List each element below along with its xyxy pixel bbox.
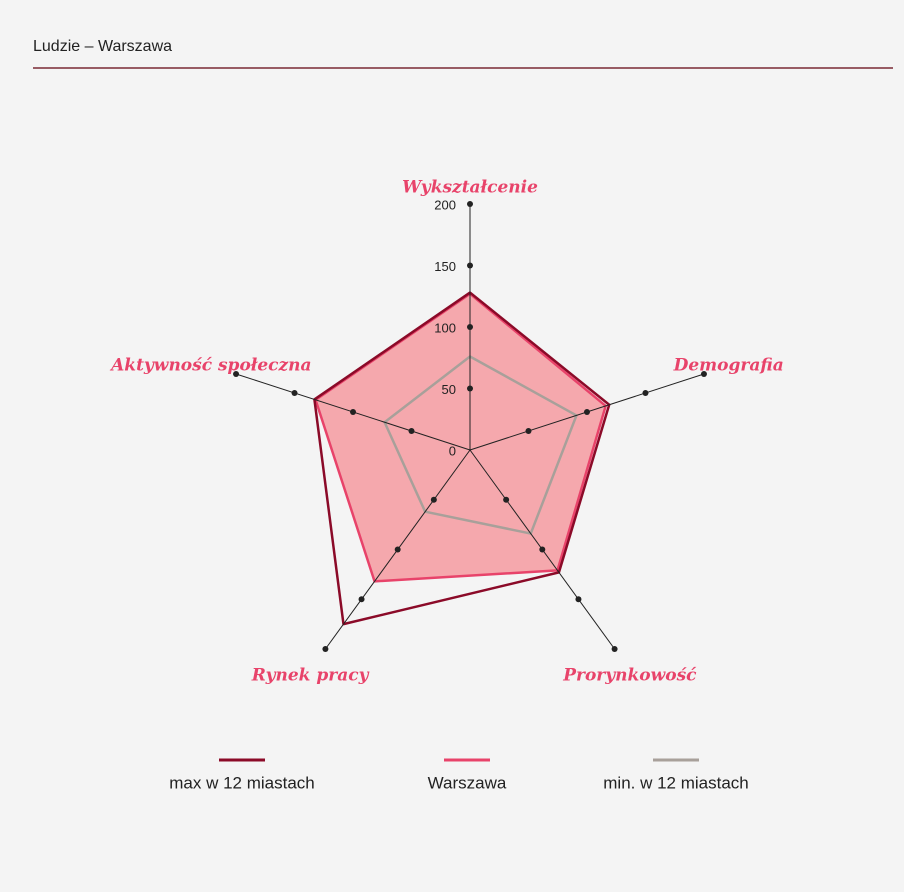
series-polygon xyxy=(383,355,578,535)
axis-label: Demografia xyxy=(673,355,784,375)
legend-label: min. w 12 miastach xyxy=(603,773,749,792)
tick-dot xyxy=(642,389,649,396)
tick-dot xyxy=(700,370,707,377)
y-tick-label: 200 xyxy=(434,197,456,212)
y-tick-label: 100 xyxy=(434,320,456,335)
tick-dot xyxy=(503,496,510,503)
tick-dot xyxy=(539,546,546,553)
tick-dot xyxy=(525,427,532,434)
tick-dot xyxy=(408,427,415,434)
axis-label: Wykształcenie xyxy=(402,178,538,198)
tick-dot xyxy=(430,496,437,503)
tick-dot xyxy=(467,385,473,392)
tick-dot xyxy=(322,646,329,653)
axis-label: Rynek pracy xyxy=(251,666,370,686)
tick-dot xyxy=(467,262,473,269)
axis-label: Prorynkowość xyxy=(562,666,697,686)
tick-dot xyxy=(233,370,240,377)
tick-dot xyxy=(291,389,298,396)
header-title: Ludzie – Warszawa xyxy=(33,38,172,55)
y-tick-label: 50 xyxy=(442,382,456,397)
series-polygon xyxy=(313,291,611,626)
tick-dot xyxy=(611,646,618,653)
tick-dot xyxy=(583,408,590,415)
tick-dot xyxy=(394,546,401,553)
legend-label: max w 12 miastach xyxy=(169,773,315,792)
y-tick-label: 150 xyxy=(434,259,456,274)
legend-label: Warszawa xyxy=(428,773,507,792)
axis-label: Aktywność społeczna xyxy=(109,355,311,375)
tick-dot xyxy=(358,596,365,603)
y-tick-label: 0 xyxy=(449,443,456,458)
tick-dot xyxy=(467,324,473,330)
tick-dot xyxy=(575,596,582,603)
tick-dot xyxy=(467,201,473,207)
tick-dot xyxy=(350,408,357,415)
